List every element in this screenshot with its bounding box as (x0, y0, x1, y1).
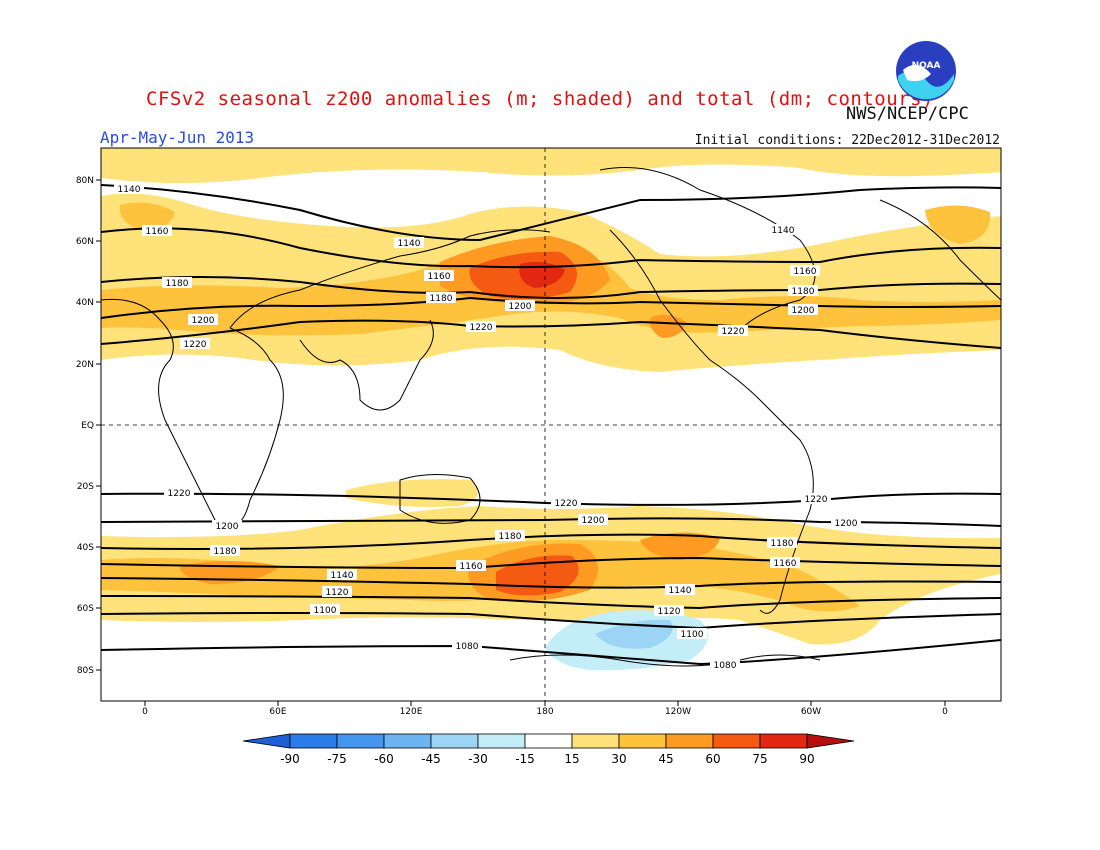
contour-label: 1180 (430, 294, 453, 304)
lat-tick-label: EQ (81, 421, 94, 431)
colorbar-swatch (242, 733, 291, 749)
colorbar-label: 45 (658, 752, 673, 766)
contour-label: 1180 (166, 279, 189, 289)
contour-label: 1180 (214, 547, 237, 557)
contour-label: 1220 (168, 489, 191, 499)
longitude-axis: 0 60E 120E 180 120W 60W 0 (142, 701, 948, 717)
anomaly-shading (101, 148, 1001, 671)
lon-tick-label: 60E (269, 707, 286, 717)
contour-label: 1160 (146, 227, 169, 237)
lon-tick-label: 0 (142, 707, 148, 717)
colorbar-label: -75 (327, 752, 347, 766)
colorbar-label: -30 (468, 752, 488, 766)
colorbar-label: 60 (705, 752, 720, 766)
lat-tick-label: 80N (76, 176, 94, 186)
contour-label: 1100 (314, 606, 337, 616)
colorbar-swatch (618, 733, 667, 749)
colorbar-swatch (383, 733, 432, 749)
colorbar-swatch (712, 733, 761, 749)
contour-label: 1140 (398, 239, 421, 249)
contour-label: 1080 (456, 642, 479, 652)
contour-label: 1120 (326, 588, 349, 598)
contour-label: 1220 (470, 323, 493, 333)
lat-tick-label: 60N (76, 237, 94, 247)
contour-label: 1200 (509, 302, 532, 312)
colorbar-label: 90 (799, 752, 814, 766)
colorbar-labels: -90 -75 -60 -45 -30 -15 15 30 45 60 75 9… (280, 752, 814, 766)
contour-label: 1140 (331, 571, 354, 581)
colorbar-swatch (336, 733, 385, 749)
lat-tick-label: 40S (77, 543, 94, 553)
lon-tick-label: 120E (400, 707, 423, 717)
contour-label: 1180 (792, 287, 815, 297)
contour-label: 1160 (774, 559, 797, 569)
contour-label: 1200 (216, 522, 239, 532)
lon-tick-label: 0 (942, 707, 948, 717)
contour-label: 1220 (805, 495, 828, 505)
colorbar-label: -15 (515, 752, 535, 766)
colorbar-label: -45 (421, 752, 441, 766)
latitude-axis: 80N 60N 40N 20N EQ 20S 40S 60S 80S (76, 176, 101, 676)
logo-text: NOAA (912, 61, 941, 71)
height-contours (101, 184, 1001, 666)
contour-label: 1160 (794, 267, 817, 277)
colorbar-label: 75 (752, 752, 767, 766)
contour-label: 1200 (792, 306, 815, 316)
contour-label: 1140 (118, 185, 141, 195)
colorbar-label: 30 (611, 752, 626, 766)
contour-label: 1220 (555, 499, 578, 509)
contour-label: 1200 (192, 316, 215, 326)
colorbar-swatch (571, 733, 620, 749)
colorbar-label: -60 (374, 752, 394, 766)
lat-tick-label: 80S (77, 666, 94, 676)
colorbar-label: -90 (280, 752, 300, 766)
contour-label: 1080 (714, 661, 737, 671)
contour-label: 1100 (681, 630, 704, 640)
colorbar-swatch (665, 733, 714, 749)
contour-label: 1200 (835, 519, 858, 529)
initial-conditions-label: Initial conditions: 22Dec2012-31Dec2012 (694, 133, 1000, 148)
lon-tick-label: 60W (801, 707, 821, 717)
contour-label: 1120 (658, 607, 681, 617)
contour-label: 1220 (722, 327, 745, 337)
map-title: CFSv2 seasonal z200 anomalies (m; shaded… (146, 88, 934, 110)
lon-tick-label: 180 (536, 707, 553, 717)
colorbar-swatch (806, 733, 855, 749)
organization-label: NWS/NCEP/CPC (846, 104, 969, 124)
colorbar-label: 15 (564, 752, 579, 766)
contour-labels: 1140 1140 1140 1160 1160 1160 1180 1180 … (114, 183, 861, 671)
lat-tick-label: 60S (77, 604, 94, 614)
contour-label: 1180 (771, 539, 794, 549)
colorbar-swatches (242, 733, 855, 749)
contour-label: 1140 (669, 586, 692, 596)
colorbar-swatch (524, 733, 573, 749)
contour-label: 1160 (460, 562, 483, 572)
contour-label: 1160 (428, 272, 451, 282)
contour-label: 1140 (772, 226, 795, 236)
lat-tick-label: 20S (77, 482, 94, 492)
season-label: Apr-May-Jun 2013 (100, 128, 255, 147)
contour-label: 1200 (582, 516, 605, 526)
lat-tick-label: 40N (76, 298, 94, 308)
colorbar-swatch (477, 733, 526, 749)
lat-tick-label: 20N (76, 360, 94, 370)
lon-tick-label: 120W (665, 707, 691, 717)
contour-label: 1180 (499, 532, 522, 542)
colorbar: -90 -75 -60 -45 -30 -15 15 30 45 60 75 9… (242, 733, 855, 766)
noaa-logo: NOAA (896, 41, 956, 101)
contour-label: 1220 (184, 340, 207, 350)
colorbar-swatch (430, 733, 479, 749)
colorbar-swatch (759, 733, 808, 749)
colorbar-swatch (289, 733, 338, 749)
